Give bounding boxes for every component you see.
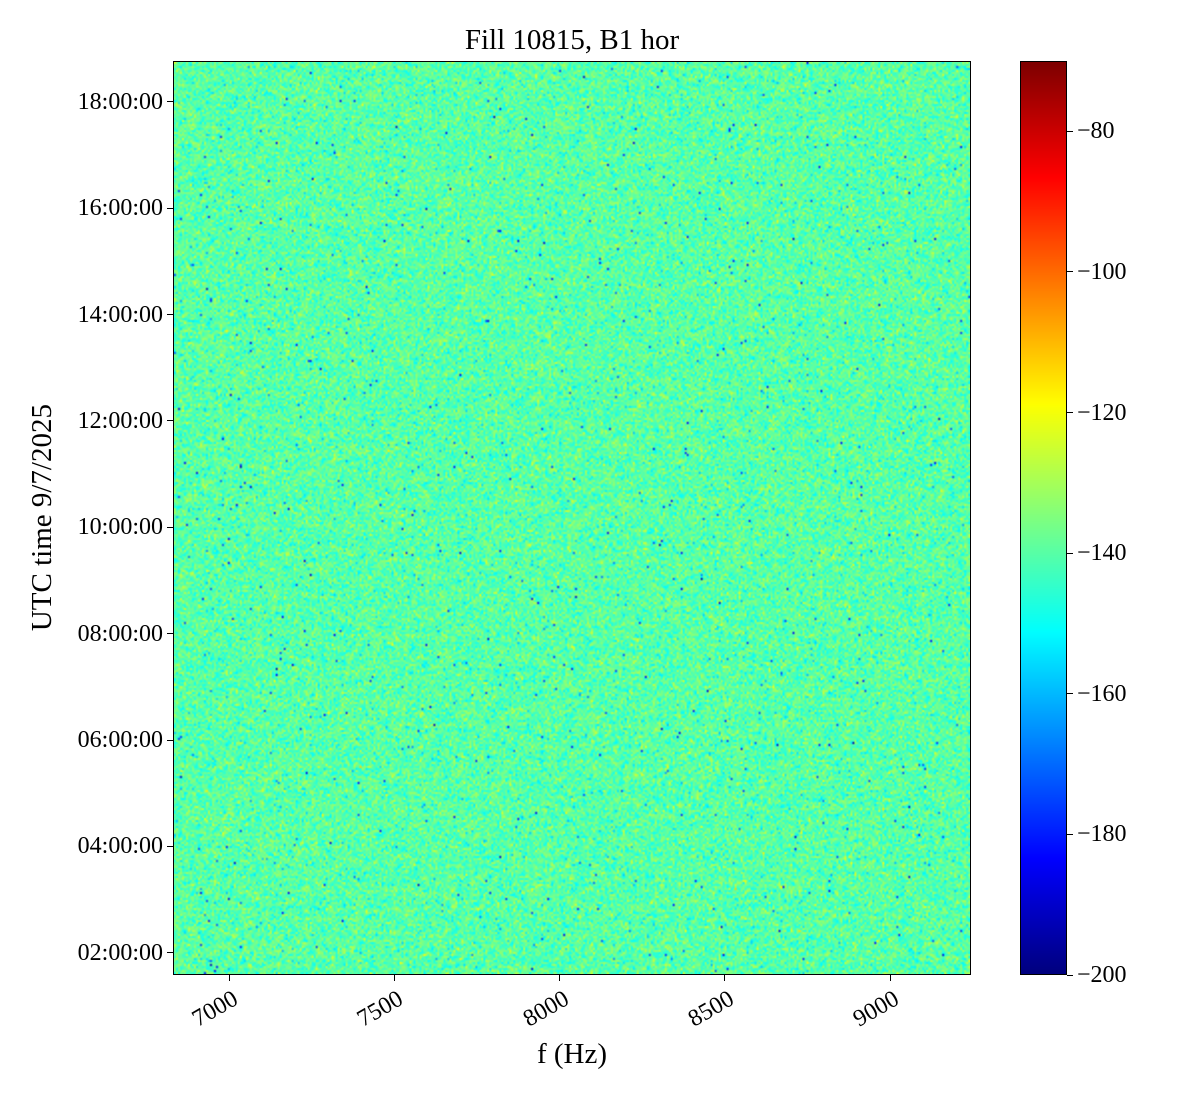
x-tick-mark bbox=[393, 975, 395, 981]
y-tick-mark bbox=[167, 952, 173, 954]
chart-title: Fill 10815, B1 hor bbox=[464, 24, 680, 56]
x-axis-label: f (Hz) bbox=[536, 1038, 608, 1070]
colorbar-tick-mark bbox=[1067, 833, 1073, 835]
y-tick-label: 18:00:00 bbox=[77, 88, 163, 115]
y-tick-mark bbox=[167, 739, 173, 741]
spectrogram-heatmap bbox=[174, 62, 970, 974]
y-tick-mark bbox=[167, 314, 173, 316]
y-tick-mark bbox=[167, 207, 173, 209]
colorbar-tick-label: −120 bbox=[1077, 399, 1127, 426]
y-tick-label: 02:00:00 bbox=[77, 939, 163, 966]
colorbar-tick-label: −160 bbox=[1077, 680, 1127, 707]
colorbar-tick-mark bbox=[1067, 693, 1073, 695]
colorbar-tick-mark bbox=[1067, 412, 1073, 414]
y-tick-label: 10:00:00 bbox=[77, 514, 163, 541]
y-tick-label: 12:00:00 bbox=[77, 407, 163, 434]
y-tick-label: 04:00:00 bbox=[77, 833, 163, 860]
colorbar-tick-mark bbox=[1067, 271, 1073, 273]
y-tick-mark bbox=[167, 526, 173, 528]
x-tick-mark bbox=[889, 975, 891, 981]
colorbar-tick-label: −80 bbox=[1077, 118, 1115, 145]
y-tick-label: 06:00:00 bbox=[77, 727, 163, 754]
y-tick-mark bbox=[167, 845, 173, 847]
y-tick-label: 14:00:00 bbox=[77, 301, 163, 328]
colorbar-gradient bbox=[1021, 62, 1066, 974]
y-tick-mark bbox=[167, 101, 173, 103]
x-tick-mark bbox=[228, 975, 230, 981]
y-tick-label: 08:00:00 bbox=[77, 620, 163, 647]
y-tick-mark bbox=[167, 420, 173, 422]
colorbar-tick-mark bbox=[1067, 552, 1073, 554]
plot-area bbox=[173, 61, 971, 975]
x-tick-mark bbox=[559, 975, 561, 981]
y-tick-mark bbox=[167, 633, 173, 635]
colorbar-tick-mark bbox=[1067, 130, 1073, 132]
x-tick-mark bbox=[724, 975, 726, 981]
colorbar-tick-label: −100 bbox=[1077, 258, 1127, 285]
colorbar-tick-mark bbox=[1067, 974, 1073, 976]
colorbar-tick-label: −140 bbox=[1077, 540, 1127, 567]
colorbar-tick-label: −200 bbox=[1077, 962, 1127, 988]
colorbar bbox=[1020, 61, 1067, 975]
colorbar-tick-label: −180 bbox=[1077, 821, 1127, 848]
y-tick-label: 16:00:00 bbox=[77, 195, 163, 222]
